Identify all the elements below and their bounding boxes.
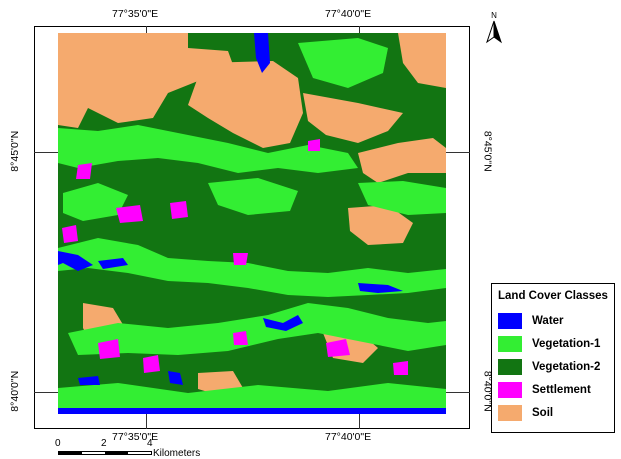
legend-swatch-vegetation-1 — [498, 336, 522, 352]
scale-tick-4: 4 — [147, 438, 153, 449]
lon-label-bottom-right: 77°40'0"E — [325, 431, 372, 443]
settlement-patch-7 — [143, 355, 160, 373]
settlement-patch-11 — [393, 361, 408, 375]
lon-label-bottom-left: 77°35'0"E — [112, 431, 159, 443]
soil-region-right-lower — [348, 205, 413, 245]
soil-region-top-center — [188, 61, 303, 148]
settlement-patch-6 — [98, 339, 120, 359]
soil-region-top-left — [58, 33, 236, 128]
soil-region-top-mid — [303, 93, 403, 143]
lon-label-top-left: 77°35'0"E — [112, 8, 159, 20]
legend: Land Cover Classes Water Vegetation-1 Ve… — [491, 283, 615, 433]
settlement-patch-9 — [233, 331, 248, 345]
legend-title: Land Cover Classes — [498, 290, 608, 302]
legend-label-water: Water — [532, 315, 564, 327]
settlement-patch-3 — [62, 225, 78, 243]
settlement-patch-1 — [116, 205, 143, 223]
legend-label-vegetation-1: Vegetation-1 — [532, 338, 601, 350]
settlement-patch-4 — [76, 163, 92, 179]
vegetation-1-band-lower — [68, 303, 446, 355]
legend-swatch-settlement — [498, 382, 522, 398]
lon-label-top-right: 77°40'0"E — [325, 8, 372, 20]
settlement-patch-2 — [170, 201, 188, 219]
water-top — [254, 33, 270, 73]
lat-label-left-top: 8°45'0"N — [8, 130, 21, 172]
water-right-channel — [358, 283, 403, 293]
water-bottom-edge — [58, 408, 446, 414]
land-cover-map — [58, 33, 446, 414]
settlement-patch-8 — [326, 339, 350, 357]
vegetation-1-strip-top-right — [298, 38, 388, 88]
scale-bar-graphic — [58, 451, 152, 455]
vegetation-1-patch-right — [358, 181, 446, 215]
vegetation-1-patch-center — [208, 178, 298, 215]
legend-swatch-vegetation-2 — [498, 359, 522, 375]
legend-label-vegetation-2: Vegetation-2 — [532, 361, 601, 373]
water-bottom-mid — [168, 371, 183, 385]
water-center-channel — [263, 315, 303, 331]
scale-tick-2: 2 — [101, 438, 107, 449]
legend-label-settlement: Settlement — [532, 384, 591, 396]
vegetation-1-band-mid — [58, 238, 446, 297]
legend-swatch-water — [498, 313, 522, 329]
vegetation-1-bottom-strip — [58, 383, 446, 414]
legend-label-soil: Soil — [532, 407, 554, 419]
water-bottom-left — [78, 376, 100, 385]
settlement-patch-5 — [233, 253, 248, 265]
vegetation-1-patch-left — [63, 183, 128, 221]
north-label: N — [491, 11, 497, 20]
water-left-channel-2 — [98, 258, 128, 269]
north-arrow-icon: N — [486, 11, 502, 44]
lat-label-left-bottom: 8°40'0"N — [8, 370, 21, 412]
soil-region-top-right — [398, 33, 446, 88]
lat-label-right-top: 8°45'0"N — [481, 130, 494, 172]
soil-region-right — [358, 138, 446, 183]
legend-swatch-soil — [498, 405, 522, 421]
vegetation-1-band-top — [58, 125, 358, 173]
scale-unit-label: Kilometers — [153, 448, 201, 459]
water-left-channel — [58, 251, 93, 271]
scale-tick-0: 0 — [55, 438, 61, 449]
settlement-patch-10 — [308, 139, 320, 151]
